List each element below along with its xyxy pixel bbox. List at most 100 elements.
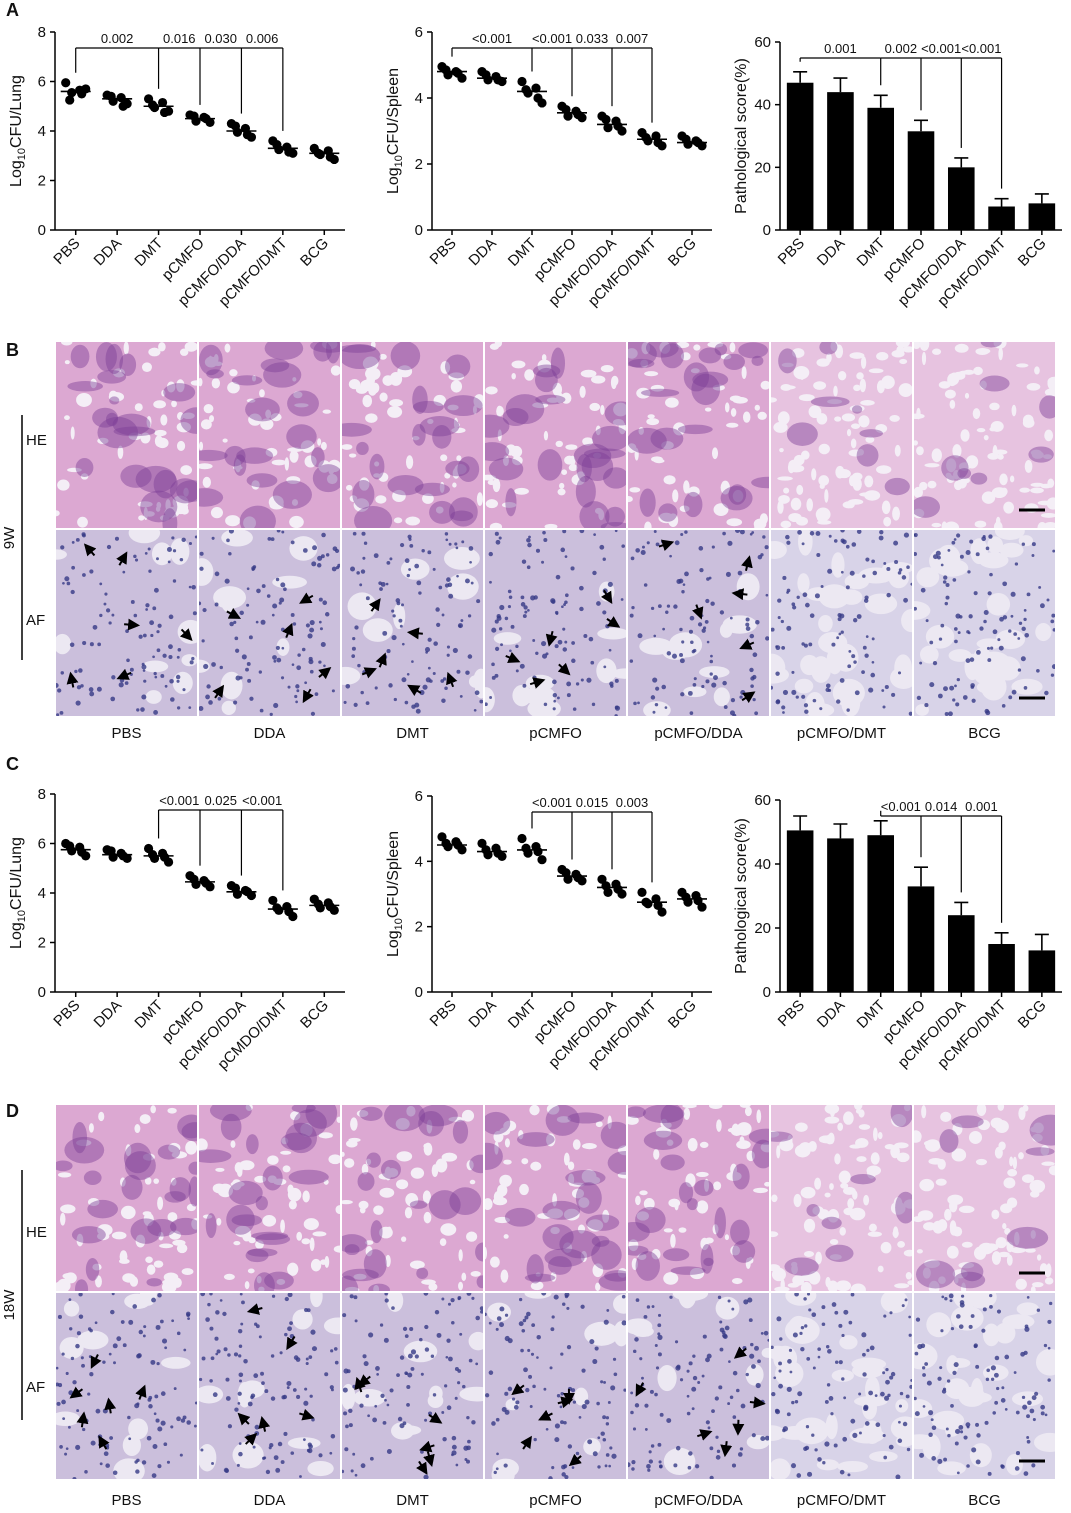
alveolus (628, 1239, 639, 1252)
alveolus (273, 1178, 287, 1186)
nucleus (543, 702, 548, 707)
arrow (124, 618, 141, 631)
nucleus (351, 654, 356, 658)
nucleus (684, 530, 688, 534)
nucleus (454, 1396, 458, 1400)
nucleus (1039, 603, 1045, 609)
nucleus (680, 532, 684, 537)
nucleus (920, 587, 926, 593)
y-label-part: Log (385, 930, 402, 957)
nucleus (62, 1417, 66, 1421)
nucleus (153, 671, 157, 676)
nucleus (203, 663, 209, 670)
nucleus (186, 1420, 191, 1425)
p-value: <0.001 (242, 793, 282, 808)
nucleus (679, 627, 683, 632)
alveolus (485, 474, 497, 481)
alveolus (877, 1132, 883, 1140)
nucleus (171, 1319, 175, 1323)
data-point (613, 121, 623, 131)
alveolus (489, 343, 500, 350)
alveolus (561, 469, 568, 475)
alveolus (485, 687, 495, 713)
nucleus (294, 694, 298, 699)
nucleus (694, 1464, 700, 1469)
alveolus (489, 1256, 500, 1268)
nucleus (210, 1356, 215, 1361)
nucleus (433, 641, 438, 646)
alveolus (374, 461, 380, 467)
alveolus (379, 392, 388, 402)
column-label: pCMFO/DDA (654, 725, 742, 742)
lesion (342, 344, 377, 353)
alveolus (158, 1231, 164, 1241)
lesion (352, 480, 375, 509)
alveolus (284, 457, 290, 471)
alveolus (679, 505, 690, 512)
alveolus (56, 633, 72, 655)
alveolus (287, 1184, 294, 1195)
alveolus (966, 1293, 997, 1309)
alveolus (634, 448, 639, 461)
nucleus (717, 1295, 722, 1300)
nucleus (688, 1361, 693, 1366)
nucleus (465, 578, 470, 584)
alveolus (724, 1234, 730, 1241)
arrow (282, 622, 294, 639)
nucleus (922, 1373, 926, 1377)
nucleus (994, 1355, 1000, 1361)
alveolus (76, 393, 92, 407)
arrow (244, 1432, 258, 1446)
nucleus (910, 1378, 912, 1382)
alveolus (998, 1141, 1006, 1151)
nucleus (979, 626, 984, 631)
alveolus (497, 429, 502, 442)
alveolus (914, 413, 925, 419)
data-point (561, 104, 571, 115)
nucleus (650, 695, 656, 700)
nucleus (614, 678, 619, 683)
nucleus (566, 693, 571, 698)
nucleus (649, 1389, 654, 1394)
nucleus (963, 1435, 968, 1440)
alveolus (764, 1181, 769, 1187)
nucleus (475, 1315, 480, 1321)
alveolus (864, 475, 874, 488)
nucleus (971, 1447, 977, 1453)
nucleus (521, 1328, 526, 1333)
alveolus (1022, 414, 1034, 427)
nucleus (176, 1416, 181, 1422)
nucleus (849, 570, 855, 576)
alveolus (777, 1269, 784, 1277)
nucleus (214, 602, 219, 607)
nucleus (359, 583, 363, 587)
nucleus (605, 1453, 610, 1457)
lesion (342, 422, 372, 437)
nucleus (1002, 615, 1008, 620)
p-value: 0.016 (163, 31, 196, 46)
bar (1028, 203, 1056, 230)
alveolus (362, 618, 393, 642)
arrow (557, 1396, 574, 1409)
nucleus (133, 613, 138, 618)
error-bar (994, 197, 1009, 207)
nucleus (156, 648, 161, 653)
nucleus (804, 1324, 808, 1328)
nucleus (899, 1391, 904, 1396)
nucleus (348, 1408, 353, 1414)
error-bar (1034, 933, 1049, 951)
alveolus (262, 1215, 277, 1227)
nucleus (797, 1391, 803, 1397)
lesion (535, 367, 558, 393)
alveolus (122, 1434, 142, 1457)
nucleus (1049, 1301, 1053, 1306)
nucleus (228, 530, 234, 534)
nucleus (307, 633, 313, 639)
nucleus (987, 591, 992, 596)
lesion (264, 342, 304, 360)
alveolus (1011, 404, 1017, 417)
alveolus (359, 477, 370, 491)
nucleus (652, 677, 658, 683)
nucleus (953, 627, 958, 631)
alveolus (440, 454, 448, 462)
